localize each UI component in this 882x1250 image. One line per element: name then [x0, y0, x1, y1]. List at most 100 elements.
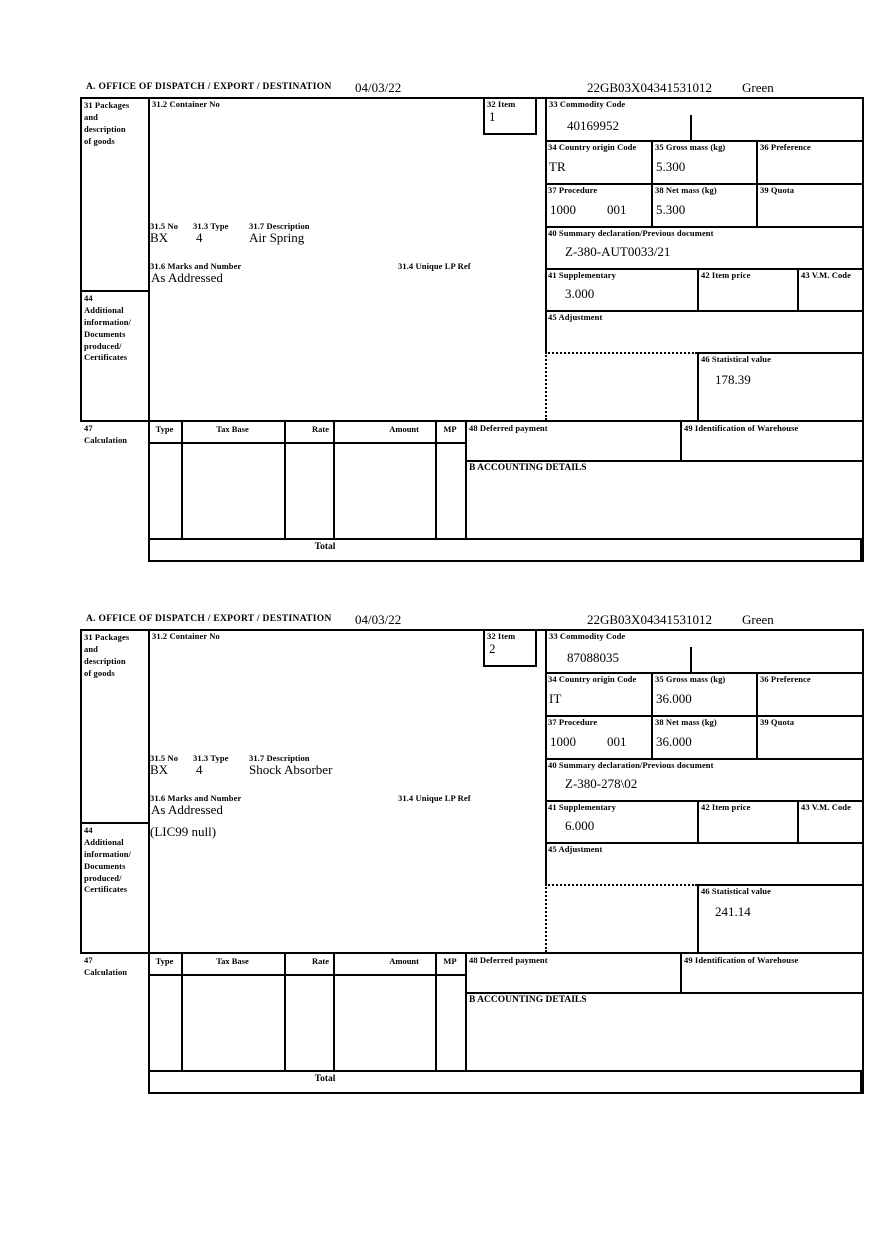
- net-mass-value: 5.300: [656, 202, 686, 217]
- grid-line: [181, 420, 183, 538]
- box43-label: 43 V.M. Code: [801, 270, 852, 280]
- label-column-divider: [148, 629, 150, 952]
- box39-label: 39 Quota: [760, 717, 795, 727]
- calc-col-rate: Rate: [312, 424, 329, 434]
- procedure-code-value: 001: [607, 734, 627, 749]
- box31-6-label: 31.6 Marks and Number: [150, 261, 242, 271]
- country-origin-value: IT: [549, 691, 562, 706]
- box49-label: 49 Identification of Warehouse: [684, 423, 799, 433]
- box46-left-border: [697, 884, 699, 952]
- box31-3-label: 31.3 Type: [193, 221, 229, 231]
- declaration-reference: 22GB03X04341531012: [587, 612, 712, 627]
- marks-and-number-value: As Addressed: [151, 802, 223, 817]
- right-border-line: [862, 629, 864, 1094]
- commodity-code-value: 87088035: [567, 650, 619, 665]
- box35-label: 35 Gross mass (kg): [655, 142, 726, 152]
- accounting-details-label: B ACCOUNTING DETAILS: [469, 463, 587, 473]
- calc-col-amount: Amount: [389, 424, 419, 434]
- grid-line: [680, 420, 682, 460]
- calc-col-tax-base: Tax Base: [216, 424, 249, 434]
- box31-6-label: 31.6 Marks and Number: [150, 793, 242, 803]
- right-border-line: [862, 97, 864, 562]
- box37-label: 37 Procedure: [548, 717, 598, 727]
- accounting-details-label: B ACCOUNTING DETAILS: [469, 995, 587, 1005]
- box48-label: 48 Deferred payment: [469, 423, 548, 433]
- box46-top-border: [697, 884, 862, 886]
- country-origin-value: TR: [549, 159, 566, 174]
- statistical-value: 241.14: [715, 904, 751, 919]
- box37-label: 37 Procedure: [548, 185, 598, 195]
- box42-label: 42 Item price: [701, 802, 751, 812]
- box41-label: 41 Supplementary: [548, 270, 616, 280]
- grid-line: [697, 268, 699, 310]
- grid-line: [545, 842, 862, 844]
- box42-label: 42 Item price: [701, 270, 751, 280]
- right-panel-left-border: [545, 97, 547, 352]
- box49-label: 49 Identification of Warehouse: [684, 955, 799, 965]
- procedure-value: 1000: [550, 202, 576, 217]
- box31-label: 31 Packages and description of goods: [84, 632, 130, 678]
- dotted-divider-horizontal: [545, 884, 697, 886]
- grid-line: [333, 420, 335, 538]
- grid-line: [284, 952, 286, 1070]
- left-border-line: [80, 97, 82, 420]
- packages-number-value: BX: [150, 230, 169, 245]
- routing-status: Green: [742, 80, 774, 95]
- box31-label: 31 Packages and description of goods: [84, 100, 130, 146]
- grid-line: [797, 268, 799, 310]
- calc-col-amount: Amount: [389, 956, 419, 966]
- routing-status: Green: [742, 612, 774, 627]
- total-row: [148, 1070, 862, 1094]
- packages-number-value: BX: [150, 762, 169, 777]
- label-column-divider: [148, 97, 150, 420]
- calc-col-type: Type: [155, 956, 174, 966]
- top-border-line: [80, 97, 862, 99]
- box31-4-label: 31.4 Unique LP Ref: [398, 261, 471, 271]
- grid-line: [680, 952, 682, 992]
- procedure-code-value: 001: [607, 202, 627, 217]
- grid-line: [545, 183, 862, 185]
- supplementary-units-value: 6.000: [565, 818, 595, 833]
- grid-line: [465, 420, 467, 538]
- box48-label: 48 Deferred payment: [469, 955, 548, 965]
- statistical-value: 178.39: [715, 372, 751, 387]
- box32-item: [483, 629, 537, 667]
- box33-label: 33 Commodity Code: [549, 631, 626, 641]
- box35-label: 35 Gross mass (kg): [655, 674, 726, 684]
- box44-divider-line: [80, 822, 148, 824]
- total-label: Total: [314, 1074, 336, 1084]
- box47-label: 47 Calculation: [84, 955, 128, 977]
- box32-label: 32 Item: [487, 99, 516, 109]
- grid-line: [333, 952, 335, 1070]
- box33-label: 33 Commodity Code: [549, 99, 626, 109]
- net-mass-value: 36.000: [656, 734, 692, 749]
- goods-description-value: Air Spring: [249, 230, 305, 245]
- declaration-date: 04/03/22: [355, 612, 402, 627]
- box31-7-label: 31.7 Description: [249, 221, 310, 231]
- supplementary-units-value: 3.000: [565, 286, 595, 301]
- grid-line: [697, 800, 699, 842]
- box32-item: [483, 97, 537, 135]
- box44-divider-line: [80, 290, 148, 292]
- box31-2-label: 31.2 Container No: [152, 99, 220, 109]
- box46-label: 46 Statistical value: [701, 354, 771, 364]
- grid-line: [797, 800, 799, 842]
- dotted-divider-horizontal: [545, 352, 697, 354]
- calc-header-bottom-line: [148, 442, 465, 444]
- commodity-code-tick-line: [690, 647, 692, 673]
- gross-mass-value: 36.000: [656, 691, 692, 706]
- box40-label: 40 Summary declaration/Previous document: [548, 228, 714, 238]
- grid-line: [465, 952, 467, 1070]
- grid-line: [148, 952, 150, 1070]
- previous-document-value: Z-380-AUT0033/21: [565, 244, 671, 259]
- left-border-line: [80, 629, 82, 952]
- packages-type-value: 4: [196, 230, 203, 245]
- item-number-value: 2: [489, 641, 496, 656]
- total-row: [148, 538, 862, 562]
- box36-label: 36 Preference: [760, 142, 811, 152]
- box45-label: 45 Adjustment: [548, 312, 603, 322]
- marks-and-number-value: As Addressed: [151, 270, 223, 285]
- grid-line: [465, 992, 862, 994]
- declaration-item-section: A. OFFICE OF DISPATCH / EXPORT / DESTINA…: [0, 612, 882, 1094]
